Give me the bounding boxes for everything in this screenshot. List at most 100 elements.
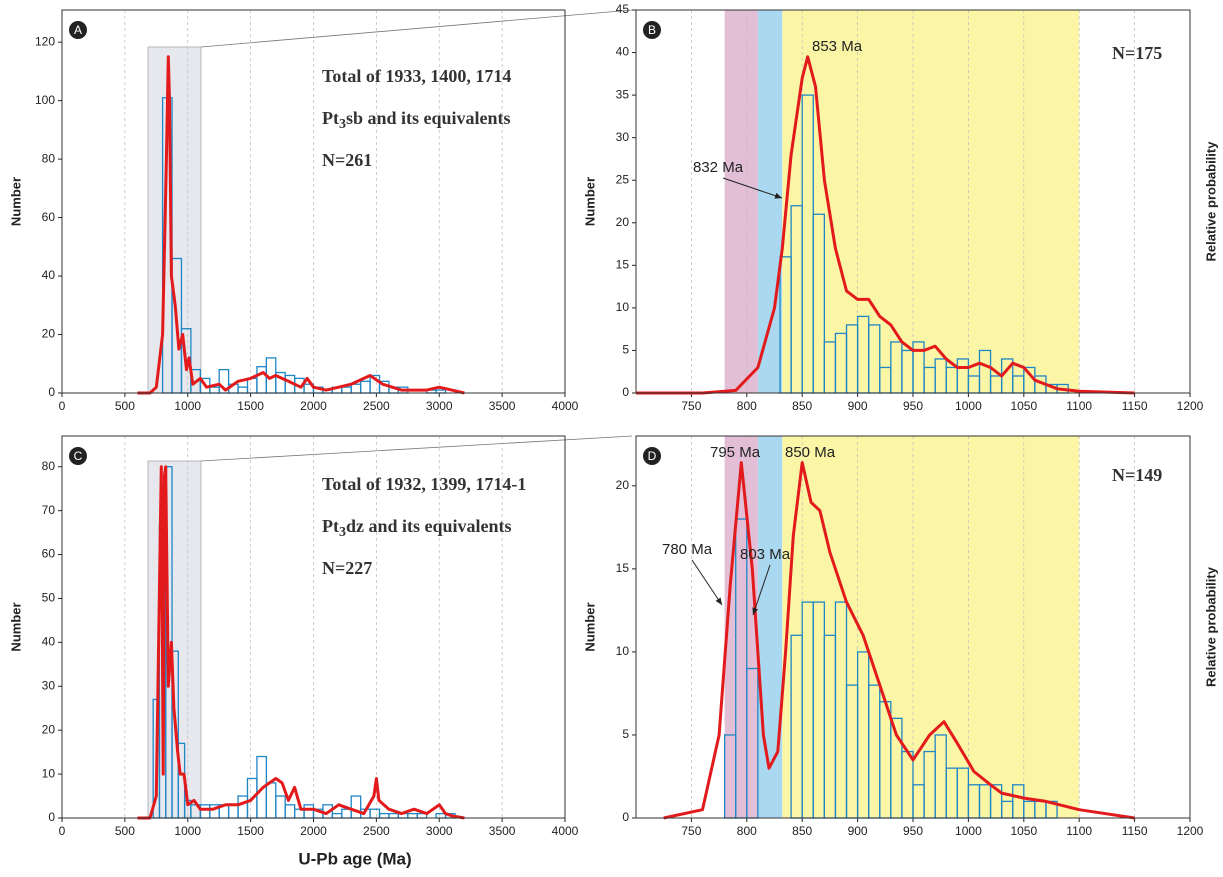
x-tick-label: 2000 bbox=[300, 399, 327, 413]
x-tick-label: 0 bbox=[59, 824, 66, 838]
panel-badge bbox=[69, 21, 87, 39]
x-tick-label: 3000 bbox=[426, 824, 453, 838]
y-tick-label: 120 bbox=[35, 34, 55, 48]
y-tick-label: 20 bbox=[42, 327, 56, 341]
y-tick-label: 0 bbox=[48, 385, 55, 399]
plot-frame bbox=[635, 435, 1191, 819]
panels: 0 500 1000 1500 2000 2500 3000 3500 400002040608… bbox=[8, 2, 1218, 838]
note-part: dz and its equivalents bbox=[346, 516, 512, 536]
y-tick-label: 10 bbox=[616, 644, 630, 658]
y-tick-label: 45 bbox=[616, 2, 630, 16]
bar bbox=[256, 366, 267, 394]
y-tick-label: 15 bbox=[616, 561, 630, 575]
y-tick-label: 60 bbox=[42, 547, 56, 561]
panel: 0 500 1000 1500 2000 2500 3000 3500 400001020304… bbox=[8, 435, 633, 838]
x-tick-label: 500 bbox=[115, 399, 135, 413]
bar bbox=[360, 380, 371, 394]
x-tick-label: 1500 bbox=[237, 399, 264, 413]
bar bbox=[331, 812, 343, 819]
bar bbox=[237, 795, 249, 819]
y-tick-label: 80 bbox=[42, 459, 56, 473]
age-band bbox=[782, 10, 1080, 393]
x-tick-label: 2000 bbox=[300, 824, 327, 838]
age-band bbox=[757, 10, 783, 393]
y-tick-label: 70 bbox=[42, 503, 56, 517]
bar bbox=[246, 377, 258, 394]
probability-curve bbox=[636, 55, 1135, 395]
peak-label: 853 Ma bbox=[812, 38, 863, 55]
y-axis-label: Number bbox=[8, 602, 23, 651]
x-tick-label: 800 bbox=[737, 824, 757, 838]
x-tick-label: 850 bbox=[792, 824, 812, 838]
y-tick-label: 35 bbox=[616, 87, 630, 101]
bar bbox=[341, 386, 352, 394]
x-axis-label: U-Pb age (Ma) bbox=[298, 849, 411, 868]
x-tick-label: 0 bbox=[59, 399, 66, 413]
bar bbox=[378, 812, 390, 819]
x-tick-label: 900 bbox=[848, 399, 868, 413]
bar bbox=[341, 808, 352, 819]
note: N=149 bbox=[1112, 465, 1162, 485]
panel-letter: A bbox=[74, 23, 82, 37]
y-tick-label: 40 bbox=[42, 635, 56, 649]
y-axis-label: Number bbox=[8, 177, 23, 226]
zoom-link bbox=[200, 9, 633, 48]
y-tick-label: 60 bbox=[42, 210, 56, 224]
x-tick-label: 800 bbox=[737, 399, 757, 413]
y2-axis-label: Relative probability bbox=[1203, 141, 1218, 262]
y-tick-label: 80 bbox=[42, 151, 56, 165]
age-band bbox=[724, 10, 758, 393]
age-band bbox=[782, 436, 1080, 818]
x-tick-label: 1050 bbox=[1010, 399, 1037, 413]
x-tick-label: 2500 bbox=[363, 399, 390, 413]
y-tick-label: 0 bbox=[622, 385, 629, 399]
bar bbox=[350, 795, 362, 819]
note-part: sb and its equivalents bbox=[346, 108, 511, 128]
x-tick-label: 3500 bbox=[489, 399, 516, 413]
x-tick-label: 950 bbox=[903, 399, 923, 413]
note: Pt3dz and its equivalents bbox=[322, 516, 512, 540]
peak-label: 780 Ma bbox=[662, 541, 713, 558]
x-tick-label: 1200 bbox=[1177, 399, 1204, 413]
note: Total of 1933, 1400, 1714 bbox=[322, 66, 511, 86]
y-tick-label: 25 bbox=[616, 172, 630, 186]
panel-letter: D bbox=[648, 449, 657, 463]
panel-letter: B bbox=[648, 23, 656, 37]
note-part: 3 bbox=[339, 117, 346, 132]
note-part: N=149 bbox=[1112, 465, 1162, 485]
x-tick-label: 750 bbox=[681, 399, 701, 413]
y-tick-label: 30 bbox=[42, 678, 56, 692]
note-part: N=227 bbox=[322, 558, 372, 578]
x-tick-label: 3000 bbox=[426, 399, 453, 413]
x-tick-label: 750 bbox=[681, 824, 701, 838]
x-tick-label: 950 bbox=[903, 824, 923, 838]
y-tick-label: 20 bbox=[616, 478, 630, 492]
peak-label: 803 Ma bbox=[740, 546, 791, 563]
y-tick-label: 5 bbox=[622, 727, 629, 741]
bar bbox=[303, 804, 315, 819]
bar bbox=[237, 386, 249, 394]
bar bbox=[284, 804, 296, 819]
age-band bbox=[757, 436, 783, 818]
zoom-box bbox=[147, 46, 202, 394]
x-tick-label: 1000 bbox=[955, 399, 982, 413]
x-tick-label: 1150 bbox=[1122, 824, 1148, 838]
y-tick-label: 50 bbox=[42, 591, 56, 605]
bar bbox=[275, 795, 286, 819]
x-tick-label: 1000 bbox=[955, 824, 982, 838]
panel-badge bbox=[643, 21, 661, 39]
panel-letter: C bbox=[74, 449, 83, 463]
age-band bbox=[724, 436, 758, 818]
peak-label: 795 Ma bbox=[710, 444, 761, 461]
x-tick-label: 1100 bbox=[1066, 399, 1092, 413]
y-tick-label: 5 bbox=[622, 343, 629, 357]
panel: 750 800 850 900 950 1000 1050 1100 1150 1200 0 5 10 1… bbox=[582, 435, 1218, 838]
bar bbox=[265, 782, 277, 819]
x-tick-label: 850 bbox=[792, 399, 812, 413]
bar bbox=[369, 808, 381, 819]
peak-label: 850 Ma bbox=[785, 444, 836, 461]
y-axis-label: Number bbox=[582, 602, 597, 651]
bar bbox=[227, 804, 239, 819]
note-part: Pt bbox=[322, 516, 339, 536]
